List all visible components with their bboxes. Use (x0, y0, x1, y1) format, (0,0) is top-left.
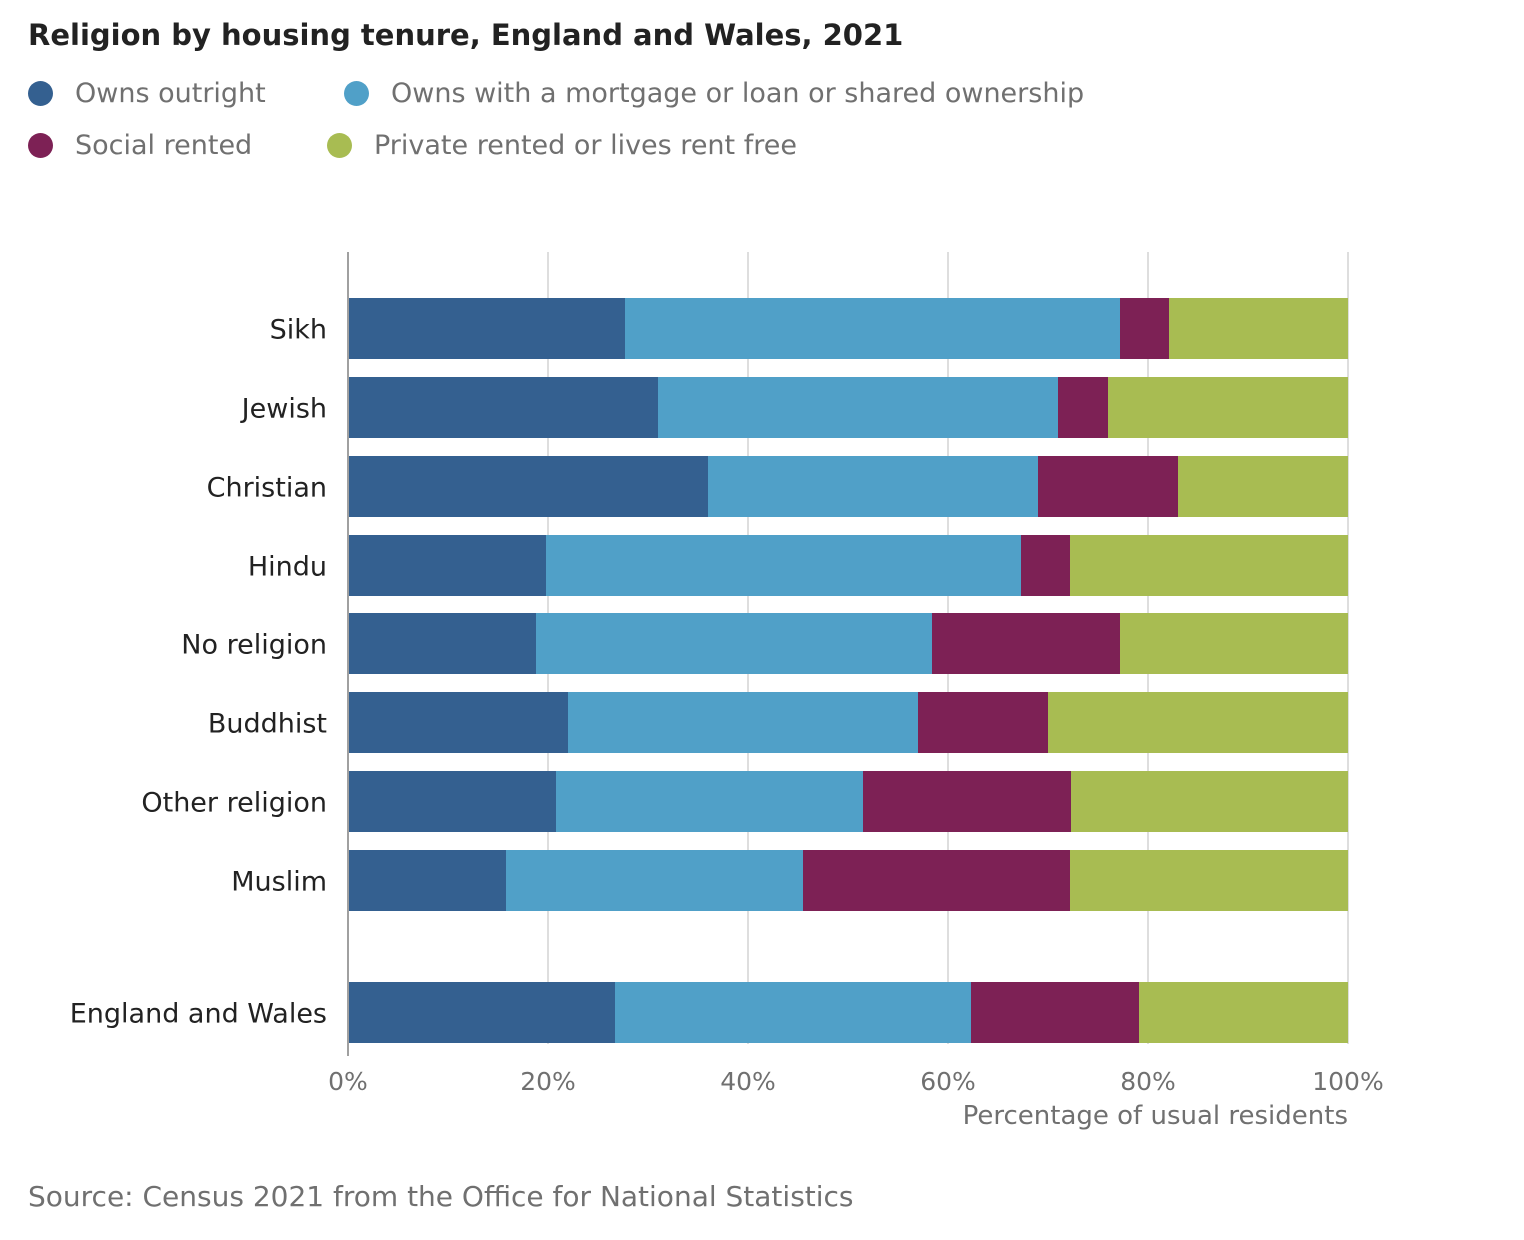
category-label: Muslim (231, 867, 327, 898)
bar-segment[interactable] (932, 613, 1120, 674)
category-label: Christian (207, 473, 327, 504)
category-label: Other religion (141, 788, 327, 819)
bar-segment[interactable] (348, 982, 615, 1043)
bar-segment[interactable] (348, 456, 708, 517)
bar-segment[interactable] (1058, 377, 1108, 438)
bar-segment[interactable] (708, 456, 1038, 517)
legend-item-social-rented[interactable]: Social rented (28, 130, 252, 161)
legend-item-private-rented[interactable]: Private rented or lives rent free (327, 130, 797, 161)
bar-segment[interactable] (1169, 298, 1348, 359)
bar-segment[interactable] (863, 771, 1071, 832)
bar-segment[interactable] (615, 982, 971, 1043)
bar-segment[interactable] (348, 692, 568, 753)
bar-segment[interactable] (536, 613, 932, 674)
category-label: No religion (181, 630, 327, 661)
legend-item-owns-with-mortgage[interactable]: Owns with a mortgage or loan or shared o… (344, 78, 1084, 109)
chart-plot-area: Sikh Jewish Christian Hindu No religion Buddh… (70, 252, 1384, 1131)
bar-segment[interactable] (1021, 535, 1070, 596)
bar-segment[interactable] (1070, 850, 1348, 911)
legend-marker-icon (327, 133, 352, 158)
legend-label: Owns with a mortgage or loan or shared o… (391, 78, 1085, 109)
x-tick-label: 60% (920, 1067, 976, 1096)
bar-segment[interactable] (658, 377, 1058, 438)
bar-segment[interactable] (971, 982, 1139, 1043)
bar-segment[interactable] (556, 771, 863, 832)
bar-segment[interactable] (1178, 456, 1348, 517)
bar-segment[interactable] (348, 298, 625, 359)
legend-item-owns-outright[interactable]: Owns outright (28, 78, 266, 109)
bar-segment[interactable] (1038, 456, 1178, 517)
bar-segment[interactable] (348, 535, 546, 596)
legend-label: Social rented (75, 130, 253, 161)
bar-segment[interactable] (348, 850, 506, 911)
bar-segment[interactable] (348, 613, 536, 674)
category-label: England and Wales (70, 999, 327, 1030)
x-tick-label: 100% (1312, 1067, 1383, 1096)
bar-segment[interactable] (1120, 298, 1169, 359)
bar-segment[interactable] (1120, 613, 1348, 674)
bar-segment[interactable] (625, 298, 1120, 359)
x-tick-label: 80% (1120, 1067, 1176, 1096)
bar-segment[interactable] (803, 850, 1070, 911)
chart-title: Religion by housing tenure, England and … (28, 18, 904, 52)
bar-segment[interactable] (546, 535, 1021, 596)
x-tick-label: 40% (720, 1067, 776, 1096)
legend-marker-icon (28, 133, 53, 158)
category-label: Hindu (248, 552, 327, 583)
bar-segment[interactable] (568, 692, 918, 753)
bar-segment[interactable] (1048, 692, 1348, 753)
bar-segment[interactable] (918, 692, 1048, 753)
bar-segment[interactable] (1108, 377, 1348, 438)
bar-segment[interactable] (1139, 982, 1348, 1043)
bar-segment[interactable] (348, 377, 658, 438)
x-tick-label: 20% (520, 1067, 576, 1096)
bar-segment[interactable] (506, 850, 803, 911)
category-label: Buddhist (208, 709, 327, 740)
legend-label: Private rented or lives rent free (374, 130, 797, 161)
x-axis-title: Percentage of usual residents (963, 1101, 1348, 1131)
legend-label: Owns outright (75, 78, 266, 109)
legend-marker-icon (344, 81, 369, 106)
category-label: Sikh (270, 315, 327, 346)
x-tick-label: 0% (328, 1067, 368, 1096)
bar-segment[interactable] (1071, 771, 1348, 832)
category-label: Jewish (240, 394, 327, 425)
legend-marker-icon (28, 81, 53, 106)
bar-segment[interactable] (348, 771, 556, 832)
bar-segment[interactable] (1070, 535, 1348, 596)
source-note: Source: Census 2021 from the Office for … (28, 1180, 854, 1213)
